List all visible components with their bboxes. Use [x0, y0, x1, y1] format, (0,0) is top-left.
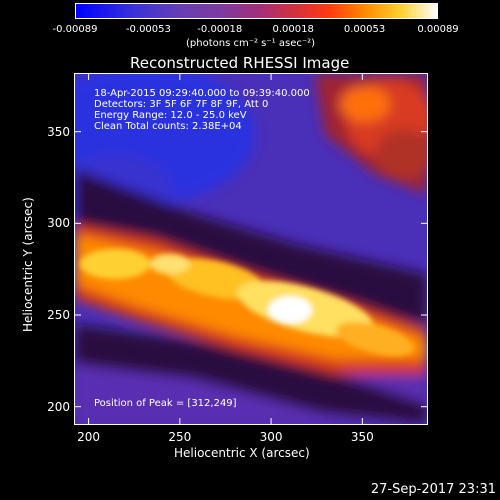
- colorbar-tick-label: 0.00053: [343, 24, 386, 35]
- y-tick-label: 250: [47, 308, 70, 322]
- colorbar-units: (photons cm⁻² s⁻¹ asec⁻²): [186, 38, 316, 49]
- annotation-energy-range: Energy Range: 12.0 - 25.0 keV: [94, 110, 247, 121]
- y-tick-label: 350: [47, 124, 70, 139]
- heatmap-hotspots: [80, 249, 414, 357]
- x-tick-label: 350: [350, 430, 374, 444]
- annotation-time-range: 18-Apr-2015 09:29:40.000 to 09:39:40.000: [94, 88, 310, 99]
- x-tick-label: 250: [168, 430, 192, 444]
- colorbar-tick-label: -0.00089: [52, 24, 98, 35]
- timestamp: 27-Sep-2017 23:31: [370, 482, 496, 497]
- y-tick-label: 300: [47, 216, 70, 231]
- y-tick-label: 200: [47, 399, 70, 414]
- x-tick-label: 200: [77, 430, 101, 444]
- annotation-detectors: Detectors: 3F 5F 6F 7F 8F 9F, Att 0: [94, 99, 269, 110]
- heatmap-image: [75, 74, 427, 424]
- colorbar-tick-label: -0.00018: [197, 24, 243, 35]
- colorbar-tick-label: -0.00053: [125, 24, 171, 35]
- colorbar-tick-label: 0.00089: [417, 24, 459, 35]
- image-plot-area: [74, 73, 428, 425]
- y-axis-label: Heliocentric Y (arcsec): [21, 197, 35, 332]
- annotation-clean-counts: Clean Total counts: 2.38E+04: [94, 121, 242, 132]
- x-axis-label: Heliocentric X (arcsec): [174, 446, 310, 460]
- chart-title: Reconstructed RHESSI Image: [130, 54, 350, 72]
- colorbar-tick-label: 0.00018: [272, 24, 314, 35]
- colorbar: [75, 3, 438, 19]
- peak-position-label: Position of Peak = [312,249]: [94, 398, 237, 409]
- x-tick-label: 300: [259, 430, 283, 444]
